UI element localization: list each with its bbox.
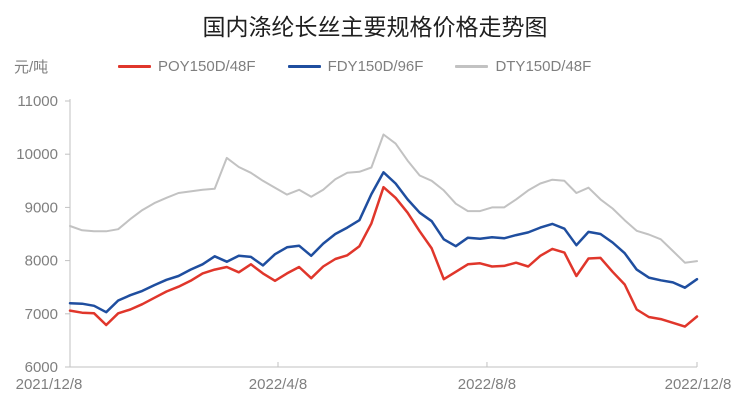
legend-label: POY150D/48F [158, 58, 256, 75]
legend-label: FDY150D/96F [327, 58, 424, 75]
x-axis-tick-label: 2022/4/8 [249, 376, 307, 393]
x-axis-tick-label: 2022/8/8 [458, 376, 516, 393]
legend-swatch-icon [118, 65, 151, 68]
legend-item-FDY150D/96F: FDY150D/96F [287, 58, 424, 75]
x-axis-tick-label: 2021/12/8 [16, 376, 83, 393]
y-axis-tick-label: 9000 [25, 199, 58, 216]
y-axis-tick-label: 11000 [17, 93, 58, 110]
x-axis-tick-label: 2022/12/8 [665, 376, 732, 393]
series-line-DTY150D/48F [69, 133, 698, 264]
series-line-FDY150D/96F [68, 171, 699, 314]
y-axis-tick-label: 8000 [25, 253, 58, 270]
legend-label: DTY150D/48F [495, 58, 592, 75]
y-axis-unit-label: 元/吨 [14, 59, 49, 76]
chart-legend: POY150D/48F FDY150D/96F DTY150D/48F [118, 58, 591, 75]
y-axis-tick-label: 6000 [25, 359, 58, 376]
legend-item-DTY150D/48F: DTY150D/48F [455, 58, 591, 75]
legend-swatch-icon [455, 65, 489, 68]
chart-title: 国内涤纶长丝主要规格价格走势图 [202, 14, 548, 40]
legend-item-POY150D/48F: POY150D/48F [118, 58, 256, 75]
y-axis-tick-label: 10000 [16, 146, 58, 163]
legend-swatch-icon [287, 65, 321, 68]
y-axis-tick-label: 7000 [25, 306, 58, 323]
series-line-POY150D/48F [68, 185, 699, 328]
